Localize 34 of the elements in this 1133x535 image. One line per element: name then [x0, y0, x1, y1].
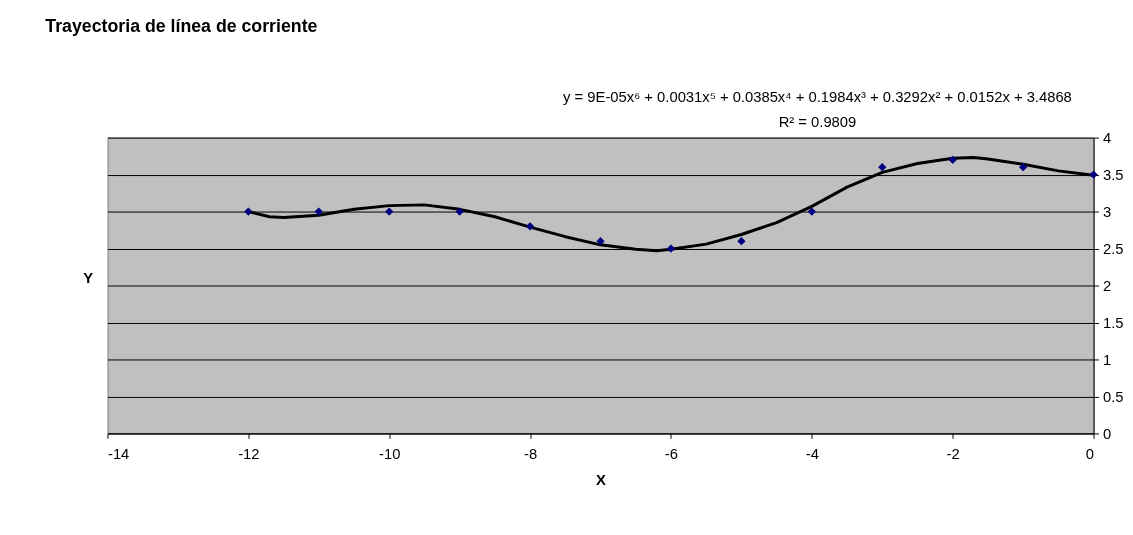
point: [385, 207, 394, 216]
point: [525, 222, 535, 231]
x-tick-label: 0: [1085, 445, 1095, 462]
text: R² = 0.9809: [778, 113, 857, 130]
y-tick-label: 3: [1102, 203, 1112, 220]
text: y = 9E-05x⁶ + 0.0031x⁵ + 0.0385x⁴ + 0.1984x³ + 0.3292x² + 0.0152x + 3.4868: [563, 89, 1072, 106]
chart-title: Trayectoria de línea de corriente: [45, 16, 318, 37]
point: [1019, 163, 1028, 172]
y-tick-label: 2.5: [1102, 240, 1124, 257]
point: [455, 207, 464, 216]
x-tick-label: -14: [107, 445, 130, 462]
point: [666, 244, 676, 253]
x-tick-label: -6: [664, 445, 679, 462]
x-tick-label: -12: [238, 445, 260, 462]
point: [737, 237, 746, 246]
point: [596, 237, 605, 246]
x-tick-label: -2: [946, 445, 960, 462]
y-tick-label: 0: [1102, 425, 1112, 442]
point: [948, 155, 957, 164]
y-tick-label: 2: [1102, 277, 1112, 294]
point: [314, 207, 323, 216]
x-axis-title: X: [596, 472, 607, 489]
x-tick-label: -4: [805, 445, 819, 462]
x-tick-label: -10: [379, 445, 401, 462]
x-tick-label: -8: [524, 445, 538, 462]
y-tick-label: 0.5: [1102, 388, 1124, 405]
y-axis-title: Y: [83, 270, 94, 287]
y-tick-label: 1.5: [1102, 314, 1124, 331]
y-tick-label: 1: [1102, 351, 1112, 368]
y-tick-label: 3.5: [1102, 167, 1124, 183]
y-tick-label: 4: [1102, 130, 1112, 147]
point: [807, 207, 816, 216]
point: [878, 163, 887, 172]
point: [244, 207, 253, 216]
